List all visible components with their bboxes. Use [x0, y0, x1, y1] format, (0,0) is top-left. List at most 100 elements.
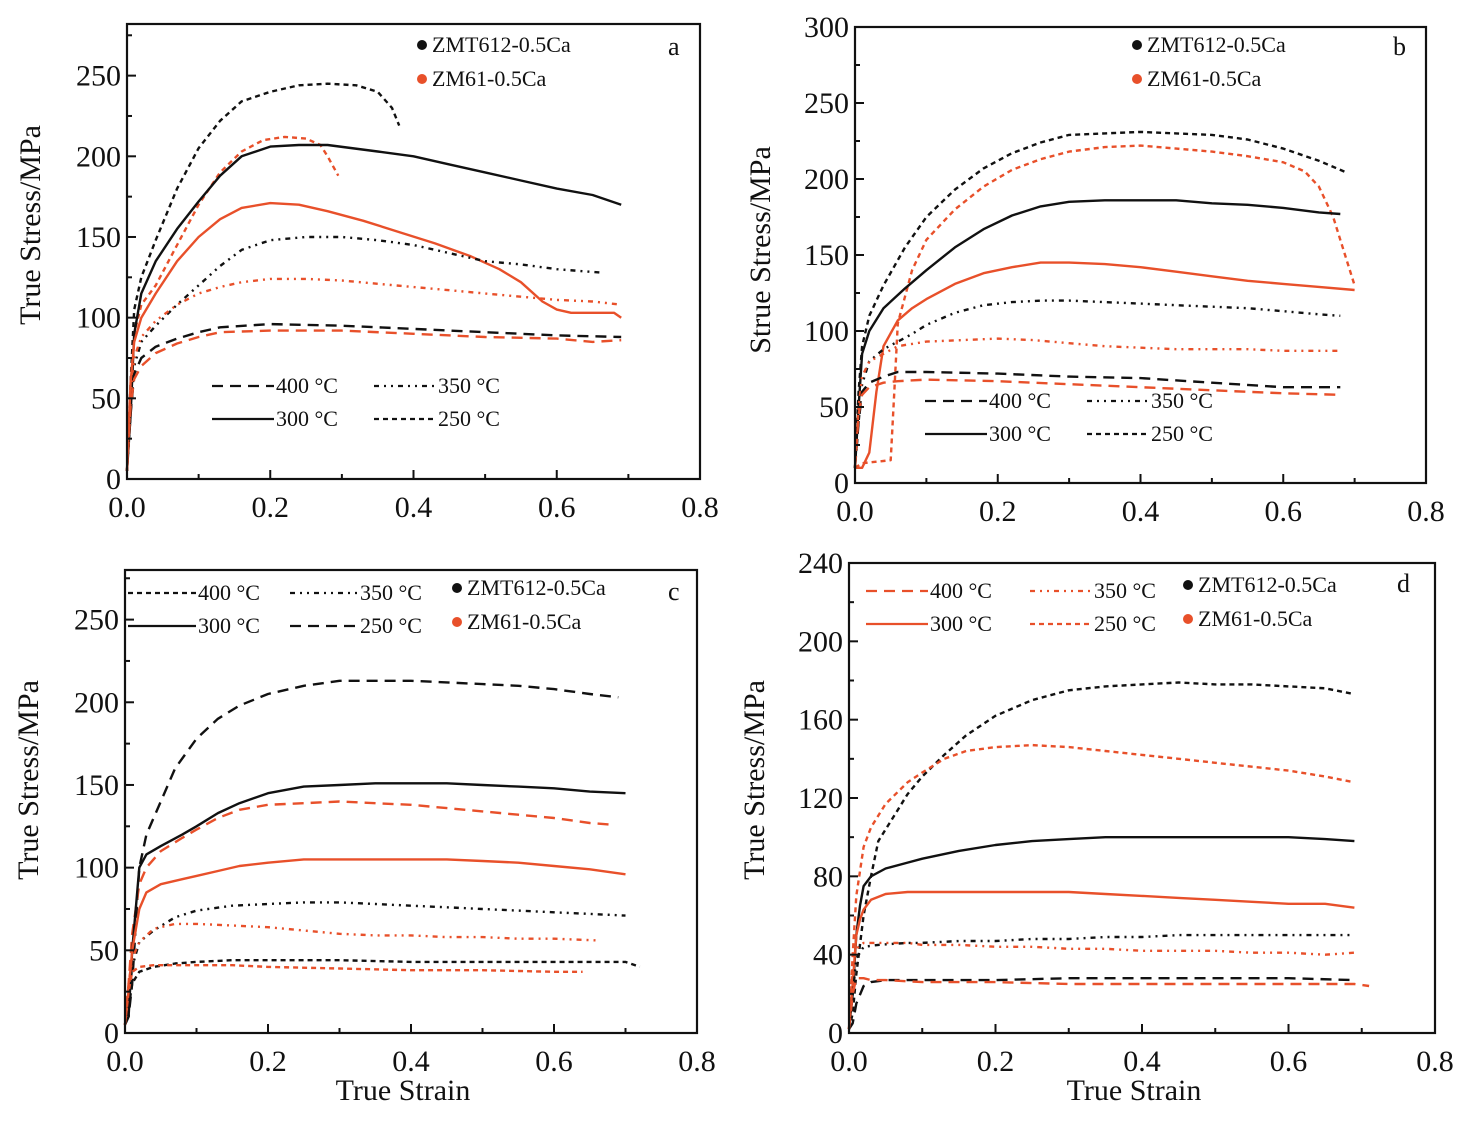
y-tick-label: 250: [804, 87, 849, 120]
x-tick-label: 0.8: [678, 1045, 716, 1078]
series-line-orange-solid: [125, 201, 622, 471]
panel-c: 0.0 0.2 0.4 0.6 0.8 0 50 100 150 200 250 True Stres…: [12, 568, 716, 1107]
series-line-black-dash: [853, 370, 1341, 468]
y-tick-label: 150: [76, 221, 121, 254]
y-tick-label: 120: [798, 782, 843, 815]
legend-temperature-label: 300 °C: [198, 613, 260, 638]
series-group: [847, 681, 1370, 1030]
legend-temperature-label: 250 °C: [1151, 421, 1213, 446]
x-tick-label: 0.8: [681, 491, 719, 524]
material-legend: ZMT612-0.5Ca ZM61-0.5Ca: [417, 32, 571, 91]
x-tick-label: 0.0: [108, 491, 146, 524]
x-tick-label: 0.0: [830, 1045, 868, 1078]
material-legend: ZMT612-0.5Ca ZM61-0.5Ca: [452, 575, 606, 634]
x-tick-label: 0.6: [535, 1045, 573, 1078]
legend-temperature-label: 350 °C: [1151, 388, 1213, 413]
panel-letter: a: [668, 32, 680, 61]
series-line-orange-dashdotdot: [123, 922, 597, 1025]
y-tick-label: 50: [89, 934, 119, 967]
series-line-orange-dash: [853, 378, 1341, 468]
y-tick-label: 250: [74, 604, 119, 637]
series-line-orange-dash: [123, 800, 612, 1025]
series-line-orange-shortdash: [123, 964, 583, 1025]
panel-letter: d: [1397, 569, 1410, 598]
series-line-orange-shortdash: [854, 144, 1356, 469]
y-tick-label: 0: [834, 467, 849, 500]
series-line-orange-shortdash: [847, 743, 1355, 1030]
y-tick-label: 150: [804, 239, 849, 272]
panel-d: 0.0 0.2 0.4 0.6 0.8 0 40 80 120 160 200 240 True Str…: [738, 547, 1454, 1107]
legend-temperature-label: 250 °C: [1094, 611, 1156, 636]
y-axis-title: True Stress/MPa: [14, 125, 47, 325]
legend-marker-black: [1183, 580, 1193, 590]
temperature-legend: 400 °C 350 °C 300 °C 250 °C: [212, 373, 500, 431]
y-tick-label: 200: [76, 140, 121, 173]
y-tick-label: 40: [813, 939, 843, 972]
x-tick-label: 0.2: [979, 495, 1017, 528]
plot-frame: [853, 25, 1428, 485]
series-line-black-dashdotdot: [847, 933, 1355, 1030]
x-tick-label: 0.4: [1123, 1045, 1161, 1078]
legend-label: ZM61-0.5Ca: [432, 66, 547, 91]
legend-temperature-label: 350 °C: [1094, 578, 1156, 603]
y-tick-label: 100: [76, 302, 121, 335]
legend-label: ZM61-0.5Ca: [1147, 66, 1262, 91]
legend-marker-orange: [452, 617, 462, 627]
panel-b: 0.0 0.2 0.4 0.6 0.8 0 50 100 150 200 250 300 Strue S…: [744, 11, 1445, 528]
legend-temperature-label: 400 °C: [989, 388, 1051, 413]
series-line-black-solid: [847, 836, 1355, 1030]
legend-temperature-label: 300 °C: [930, 611, 992, 636]
series-line-orange-dashdotdot: [853, 337, 1341, 468]
y-axis-title: True Stress/MPa: [12, 680, 45, 880]
y-axis-title: True Stress/MPa: [738, 680, 771, 880]
x-tick-label: 0.2: [977, 1045, 1015, 1078]
y-tick-label: 0: [106, 463, 121, 496]
series-line-black-dashdotdot: [125, 235, 600, 471]
legend-marker-black: [452, 583, 462, 593]
series-line-black-shortdash: [847, 681, 1355, 1030]
y-tick-label: 250: [76, 60, 121, 93]
temperature-legend: 400 °C 350 °C 300 °C 250 °C: [128, 580, 422, 638]
series-group: [853, 130, 1356, 469]
x-axis-title: True Strain: [1067, 1074, 1202, 1107]
y-tick-label: 200: [804, 163, 849, 196]
legend-temperature-label: 300 °C: [276, 406, 338, 431]
plot-frame: [123, 568, 699, 1035]
temperature-legend: 400 °C 350 °C 300 °C 250 °C: [925, 388, 1213, 446]
legend-label: ZMT612-0.5Ca: [1198, 572, 1337, 597]
series-group: [125, 82, 622, 471]
series-line-black-dash: [125, 322, 622, 471]
series-group: [123, 679, 641, 1026]
material-legend: ZMT612-0.5Ca ZM61-0.5Ca: [1183, 572, 1337, 631]
series-line-orange-solid: [847, 890, 1355, 1030]
temperature-legend: 400 °C 350 °C 300 °C 250 °C: [866, 578, 1156, 636]
x-tick-label: 0.0: [836, 495, 874, 528]
x-tick-label: 0.4: [395, 491, 433, 524]
panel-a: 0.0 0.2 0.4 0.6 0.8 0 50 100 150 200 250 True Stres…: [14, 22, 719, 524]
y-tick-label: 50: [819, 391, 849, 424]
y-tick-label: 100: [74, 852, 119, 885]
series-line-orange-dashdotdot: [847, 941, 1355, 1030]
series-line-black-dashdotdot: [123, 901, 626, 1025]
y-tick-label: 200: [74, 686, 119, 719]
series-line-black-shortdash: [853, 130, 1348, 468]
y-tick-label: 200: [798, 625, 843, 658]
y-tick-label: 0: [104, 1017, 119, 1050]
series-line-black-dashdotdot: [853, 299, 1341, 468]
y-tick-label: 50: [91, 382, 121, 415]
series-line-black-shortdash: [123, 959, 641, 1025]
legend-temperature-label: 250 °C: [438, 406, 500, 431]
panel-letter: c: [668, 577, 680, 606]
legend-temperature-label: 350 °C: [360, 580, 422, 605]
legend-marker-orange: [1183, 614, 1193, 624]
legend-label: ZMT612-0.5Ca: [432, 32, 571, 57]
x-tick-label: 0.6: [1265, 495, 1303, 528]
x-tick-label: 0.2: [252, 491, 290, 524]
series-line-orange-solid: [855, 261, 1355, 469]
y-axis-title: Strue Stress/MPa: [744, 146, 777, 354]
panel-letter: b: [1393, 32, 1406, 61]
legend-marker-black: [1132, 40, 1142, 50]
series-line-orange-dash: [847, 977, 1370, 1030]
legend-temperature-label: 350 °C: [438, 373, 500, 398]
x-tick-label: 0.4: [1122, 495, 1160, 528]
